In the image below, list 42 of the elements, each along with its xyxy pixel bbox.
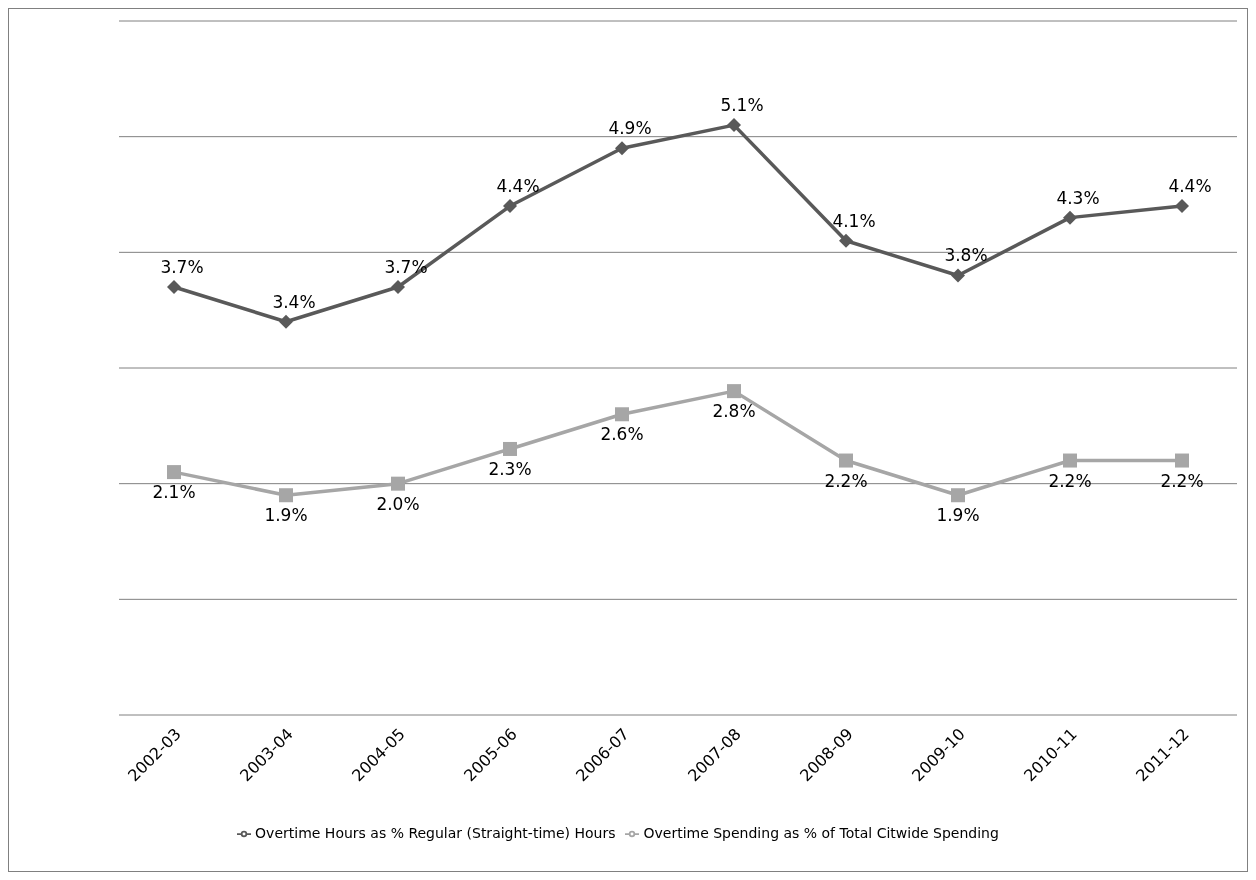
point	[951, 268, 965, 283]
data-label: 2.2%	[1160, 470, 1204, 491]
data-label: 2.0%	[376, 493, 420, 514]
data-label: 2.3%	[488, 458, 532, 479]
point	[727, 384, 741, 399]
point	[167, 465, 181, 480]
data-label: 2.2%	[824, 470, 868, 491]
data-label: 3.7%	[160, 257, 204, 278]
point	[1063, 210, 1077, 225]
point	[951, 488, 965, 503]
point	[1175, 199, 1189, 214]
data-label: 4.9%	[608, 118, 652, 139]
point	[279, 488, 293, 503]
point	[503, 441, 517, 456]
point	[1063, 453, 1077, 468]
data-label: 4.3%	[1056, 187, 1100, 208]
data-label: 3.8%	[944, 245, 988, 266]
point	[503, 199, 517, 214]
data-label: 4.4%	[1168, 176, 1212, 197]
point	[727, 118, 741, 133]
data-label: 2.2%	[1048, 470, 1092, 491]
data-label: 3.4%	[272, 291, 316, 312]
data-label: 1.9%	[264, 505, 308, 526]
data-label: 5.1%	[720, 95, 764, 116]
data-label: 2.1%	[152, 482, 196, 503]
data-label: 4.1%	[832, 210, 876, 231]
data-label: 2.8%	[712, 401, 756, 422]
point	[279, 314, 293, 329]
point	[839, 233, 853, 248]
point	[391, 280, 405, 295]
data-label: 3.7%	[384, 257, 428, 278]
point	[391, 476, 405, 491]
point	[167, 280, 181, 295]
point	[839, 453, 853, 468]
point	[1175, 453, 1189, 468]
point	[615, 141, 629, 156]
legend-label: Overtime Spending as % of Total Citwide Spending	[643, 825, 999, 841]
point	[615, 407, 629, 422]
data-label: 4.4%	[496, 176, 540, 197]
data-label: 2.6%	[600, 424, 644, 445]
data-label: 1.9%	[936, 505, 980, 526]
legend-label: Overtime Hours as % Regular (Straight-time) Hours	[255, 825, 616, 841]
